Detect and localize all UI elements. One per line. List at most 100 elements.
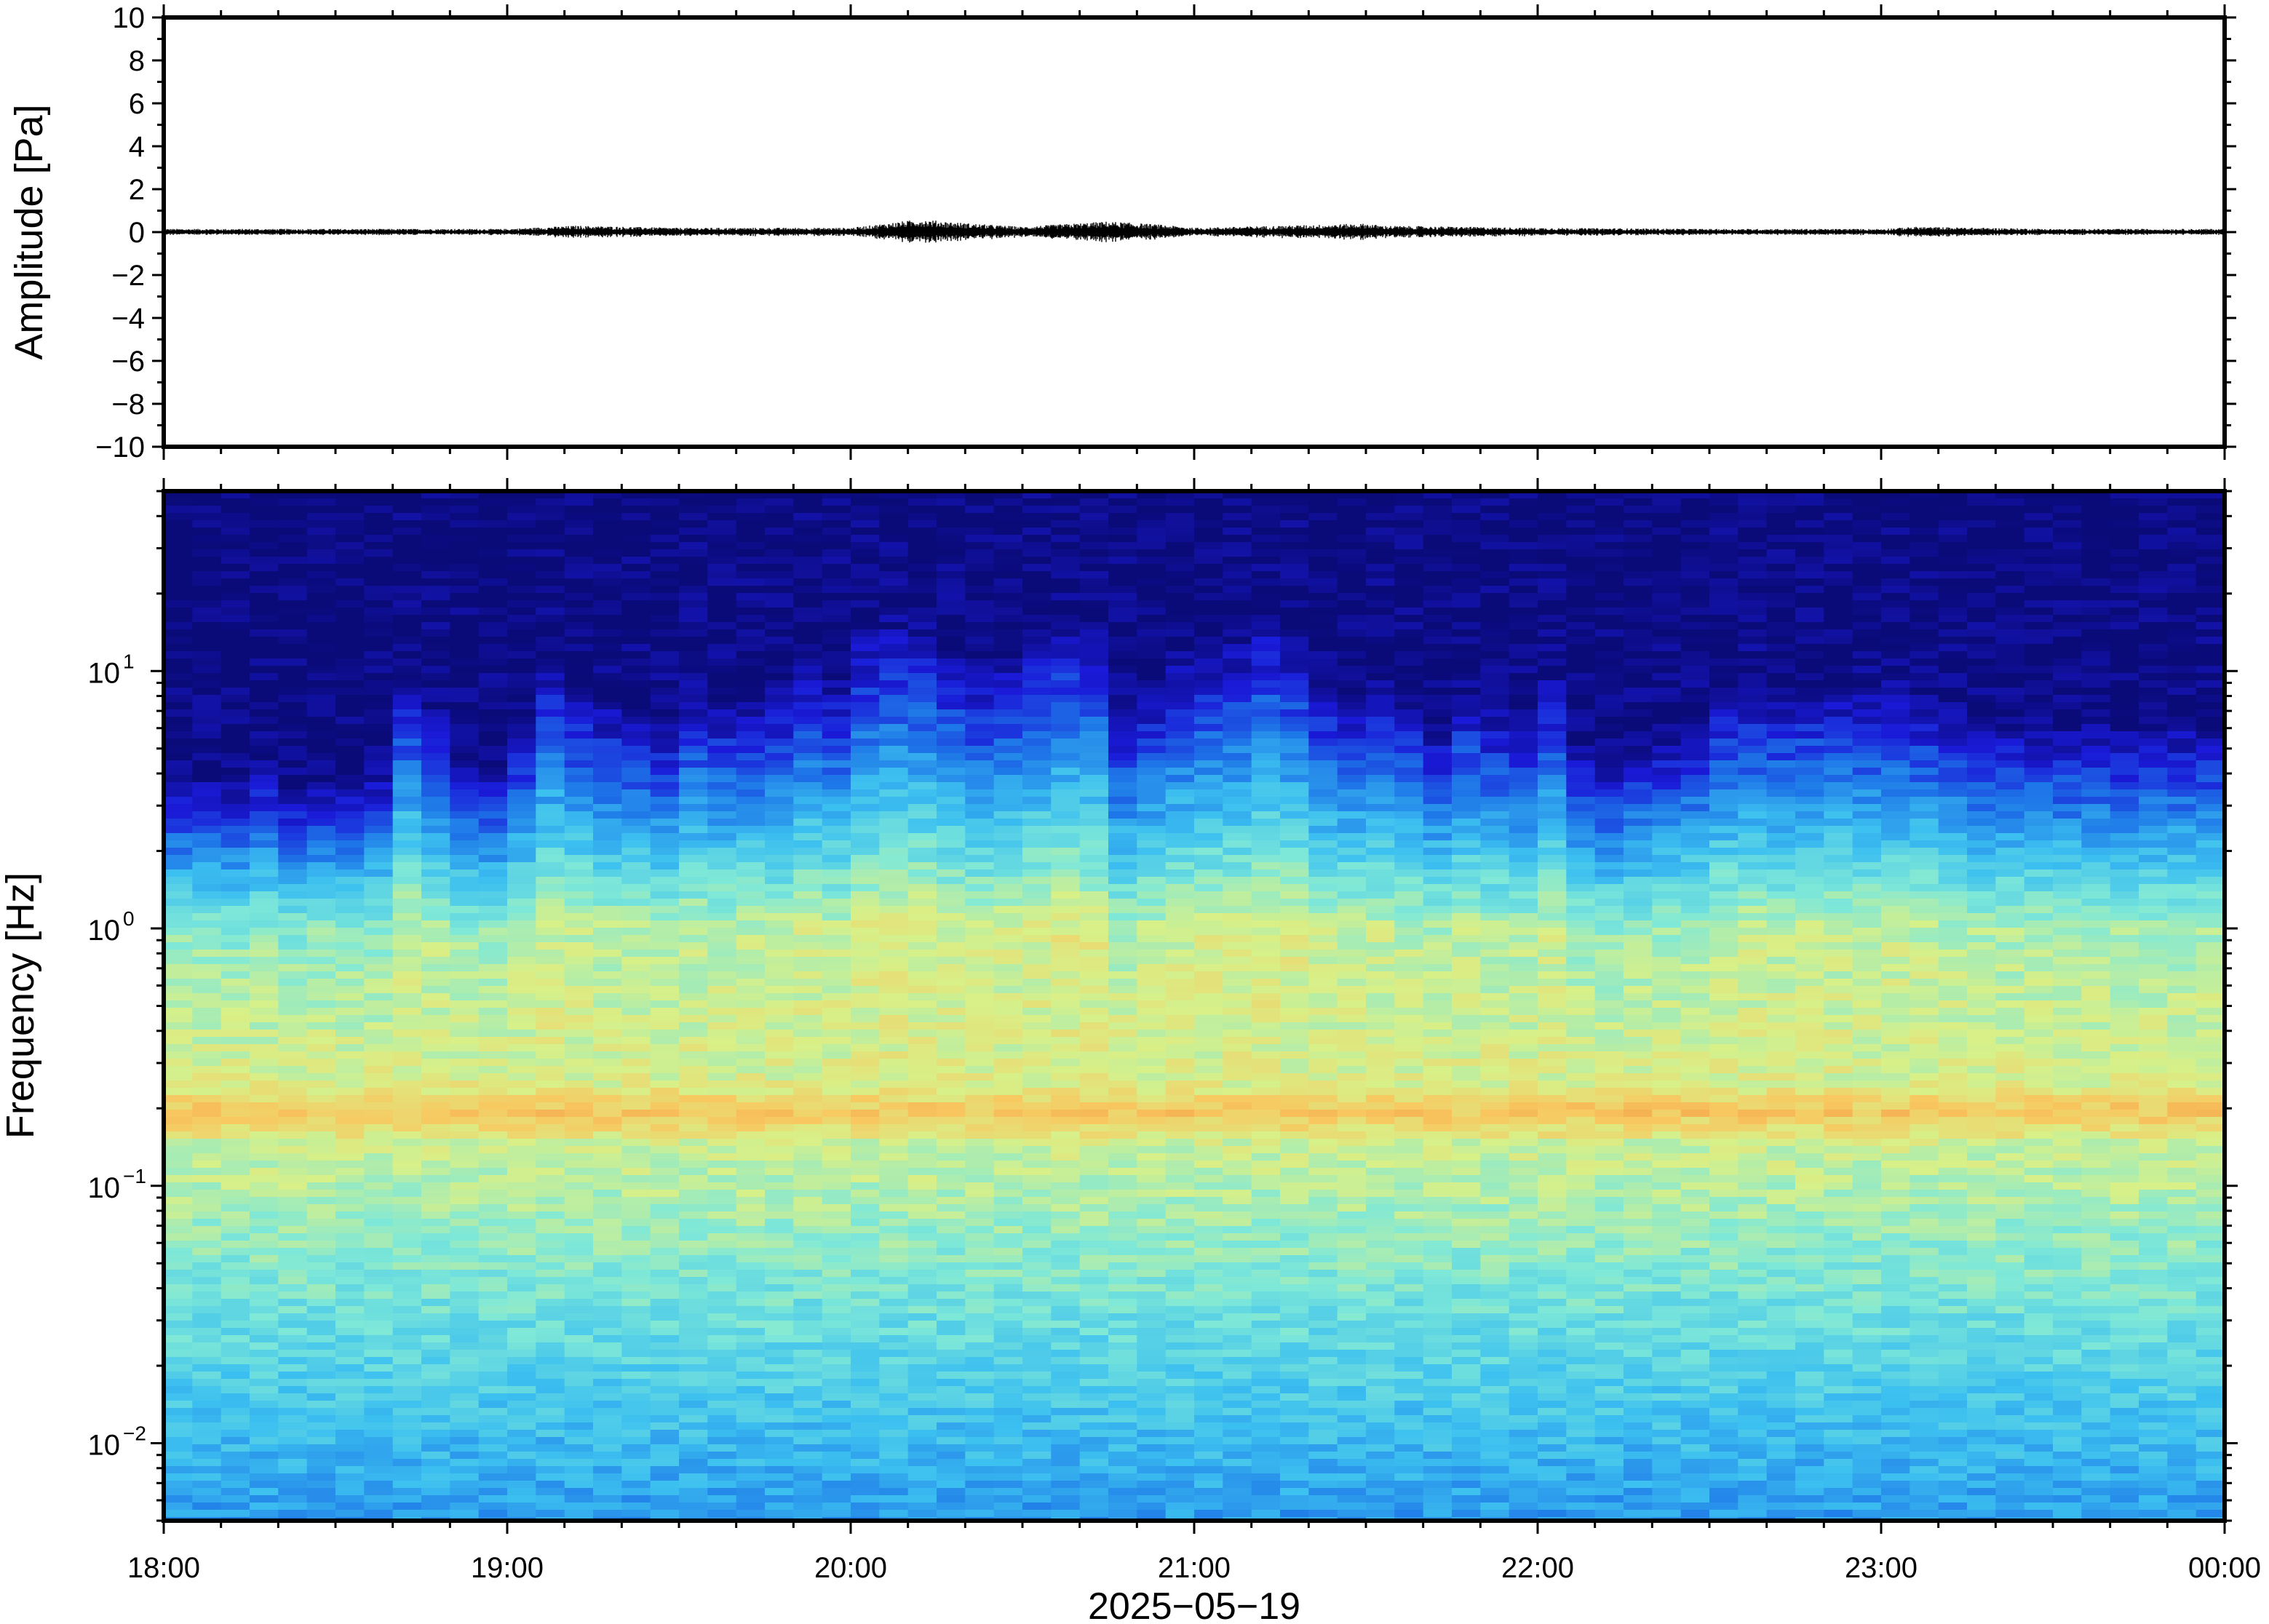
spectrogram-cell <box>679 950 708 958</box>
spectrogram-cell <box>1108 797 1137 805</box>
spectrogram-cell <box>164 746 193 754</box>
spectrogram-cell <box>1079 1131 1109 1139</box>
spectrogram-cell <box>593 833 622 841</box>
spectrogram-cell <box>306 1510 336 1518</box>
spectrogram-cell <box>765 768 794 776</box>
spectrogram-cell <box>250 906 279 914</box>
spectrogram-cell <box>220 1262 250 1270</box>
spectrogram-cell <box>937 528 966 536</box>
spectrogram-cell <box>536 1015 565 1023</box>
spectrogram-cell <box>536 1430 565 1438</box>
spectrogram-cell <box>593 1444 622 1452</box>
spectrogram-cell <box>1079 899 1109 907</box>
spectrogram-cell <box>250 1182 279 1190</box>
spectrogram-cell <box>793 855 823 863</box>
spectrogram-cell <box>621 979 651 987</box>
spectrogram-cell <box>593 1386 622 1394</box>
spectrogram-cell <box>564 1321 594 1329</box>
spectrogram-cell <box>507 1379 536 1387</box>
spectrogram-cell <box>851 1437 880 1445</box>
spectrogram-cell <box>650 1473 680 1481</box>
spectrogram-cell <box>879 928 909 936</box>
spectrogram-cell <box>937 1262 966 1270</box>
spectrogram-cell <box>793 520 823 528</box>
spectrogram-cell <box>965 1386 995 1394</box>
spectrogram-cell <box>937 1051 966 1059</box>
spectrogram-cell <box>192 1161 222 1169</box>
spectrogram-cell <box>306 935 336 943</box>
spectrogram-cell <box>593 1015 622 1023</box>
spectrogram-cell <box>536 600 565 608</box>
spectrogram-cell <box>707 1139 737 1147</box>
spectrogram-cell <box>879 862 909 870</box>
spectrogram-cell <box>736 498 766 506</box>
spectrogram-cell <box>879 1386 909 1394</box>
spectrogram-cell <box>965 506 995 514</box>
spectrogram-cell <box>907 1372 937 1380</box>
spectrogram-cell <box>879 1277 909 1285</box>
spectrogram-cell <box>593 920 622 928</box>
spectrogram-cell <box>536 1328 565 1336</box>
spectrogram-cell <box>306 1175 336 1183</box>
spectrogram-cell <box>164 1226 193 1234</box>
spectrogram-cell <box>192 942 222 950</box>
spectrogram-cell <box>478 848 508 856</box>
spectrogram-cell <box>593 1510 622 1518</box>
spectrogram-cell <box>965 1095 995 1103</box>
spectrogram-cell <box>278 688 308 696</box>
spectrogram-cell <box>306 1488 336 1496</box>
spectrogram-cell <box>364 1248 394 1256</box>
spectrogram-cell <box>650 1313 680 1321</box>
spectrogram-cell <box>965 1466 995 1474</box>
spectrogram-cell <box>278 1102 308 1110</box>
spectrogram-cell <box>450 797 480 805</box>
spectrogram-cell <box>1022 1190 1052 1198</box>
spectrogram-cell <box>822 1124 851 1132</box>
spectrogram-cell <box>793 1022 823 1030</box>
spectrogram-cell <box>851 1299 880 1307</box>
spectrogram-cell <box>335 1233 365 1241</box>
spectrogram-cell <box>1051 1386 1081 1394</box>
spectrogram-cell <box>392 1102 422 1110</box>
spectrogram-cell <box>450 513 480 521</box>
spectrogram-cell <box>392 950 422 958</box>
spectrogram-cell <box>507 1146 536 1154</box>
spectrogram-cell <box>879 848 909 856</box>
spectrogram-cell <box>707 578 737 586</box>
spectrogram-cell <box>993 1284 1023 1292</box>
spectrogram-cell <box>306 491 336 499</box>
spectrogram-cell <box>192 1146 222 1154</box>
spectrogram-cell <box>220 1015 250 1023</box>
spectrogram-cell <box>993 1088 1023 1096</box>
spectrogram-cell <box>621 1379 651 1387</box>
spectrogram-cell <box>192 1342 222 1350</box>
spectrogram-cell <box>1051 986 1081 994</box>
spectrogram-cell <box>879 1488 909 1496</box>
spectrogram-cell <box>965 1262 995 1270</box>
spectrogram-cell <box>650 848 680 856</box>
spectrogram-cell <box>1079 848 1109 856</box>
spectrogram-cell <box>478 833 508 841</box>
spectrogram-cell <box>364 1422 394 1430</box>
spectrogram-cell <box>478 666 508 674</box>
spectrogram-cell <box>364 1008 394 1016</box>
spectrogram-cell <box>907 862 937 870</box>
spectrogram-cell <box>822 1066 851 1074</box>
spectrogram-cell <box>164 1015 193 1023</box>
spectrogram-cell <box>220 564 250 572</box>
spectrogram-cell <box>364 840 394 848</box>
spectrogram-cell <box>793 993 823 1001</box>
spectrogram-cell <box>822 1175 851 1183</box>
spectrogram-cell <box>1079 971 1109 979</box>
spectrogram-cell <box>536 571 565 579</box>
spectrogram-cell <box>1108 1051 1137 1059</box>
spectrogram-cell <box>650 1037 680 1045</box>
spectrogram-cell <box>192 506 222 514</box>
spectrogram-cell <box>965 855 995 863</box>
spectrogram-cell <box>220 702 250 710</box>
spectrogram-cell <box>765 971 794 979</box>
spectrogram-cell <box>707 680 737 688</box>
spectrogram-cell <box>1108 1204 1137 1212</box>
spectrogram-cell <box>993 1401 1023 1409</box>
spectrogram-cell <box>937 1306 966 1314</box>
